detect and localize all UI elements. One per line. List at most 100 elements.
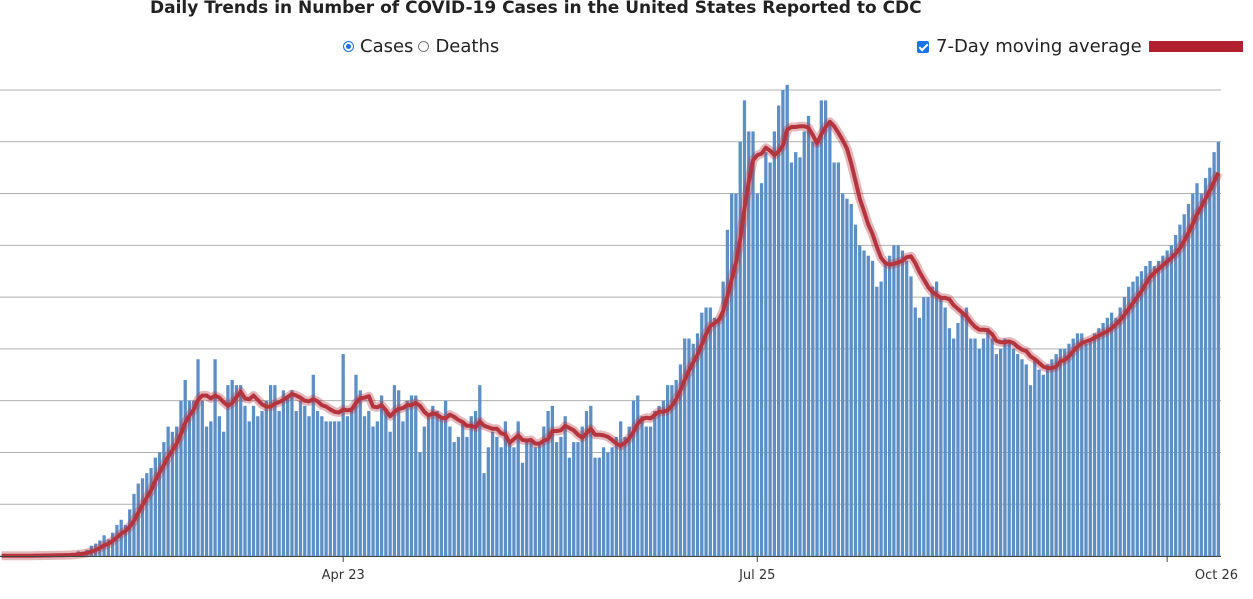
daily-cases-bar[interactable] — [943, 307, 947, 556]
daily-cases-bar[interactable] — [226, 385, 230, 556]
daily-cases-bar[interactable] — [1216, 141, 1220, 556]
daily-cases-bar[interactable] — [892, 245, 896, 557]
daily-cases-bar[interactable] — [508, 442, 512, 556]
daily-cases-bar[interactable] — [1058, 348, 1063, 556]
daily-cases-bar[interactable] — [341, 354, 345, 556]
daily-cases-bar[interactable] — [952, 338, 956, 556]
daily-cases-bar[interactable] — [375, 421, 379, 556]
daily-cases-bar[interactable] — [721, 281, 725, 556]
daily-cases-bar[interactable] — [934, 281, 939, 556]
daily-cases-bar[interactable] — [913, 307, 917, 556]
daily-cases-bar[interactable] — [917, 317, 922, 556]
daily-cases-bar[interactable] — [695, 333, 700, 556]
daily-cases-bar[interactable] — [1174, 234, 1178, 556]
daily-cases-bar[interactable] — [204, 426, 209, 556]
daily-cases-bar[interactable] — [345, 416, 350, 556]
daily-cases-bar[interactable] — [281, 390, 286, 556]
daily-cases-bar[interactable] — [119, 519, 123, 556]
daily-cases-bar[interactable] — [994, 354, 998, 556]
daily-cases-bar[interactable] — [478, 385, 482, 556]
daily-cases-bar[interactable] — [1028, 385, 1033, 556]
daily-cases-bar[interactable] — [286, 395, 290, 556]
daily-cases-bar[interactable] — [802, 131, 806, 556]
daily-cases-bar[interactable] — [661, 400, 665, 556]
daily-cases-bar[interactable] — [1127, 286, 1131, 556]
daily-cases-bar[interactable] — [495, 436, 499, 556]
daily-cases-bar[interactable] — [832, 162, 836, 556]
daily-cases-bar[interactable] — [990, 338, 994, 556]
daily-cases-bar[interactable] — [473, 411, 478, 556]
daily-cases-bar[interactable] — [264, 400, 268, 556]
daily-cases-bar[interactable] — [499, 447, 503, 556]
daily-cases-bar[interactable] — [717, 317, 721, 556]
daily-cases-bar[interactable] — [862, 250, 866, 556]
daily-cases-bar[interactable] — [657, 405, 661, 556]
daily-cases-bar[interactable] — [580, 426, 584, 556]
daily-cases-bar[interactable] — [200, 400, 204, 556]
daily-cases-bar[interactable] — [563, 416, 567, 556]
daily-cases-bar[interactable] — [678, 364, 683, 556]
daily-cases-bar[interactable] — [555, 442, 559, 556]
daily-cases-bar[interactable] — [1186, 203, 1191, 556]
daily-cases-bar[interactable] — [426, 416, 431, 556]
moving-average-line[interactable] — [1, 119, 1221, 558]
daily-cases-bar[interactable] — [896, 245, 900, 557]
daily-cases-bar[interactable] — [798, 157, 802, 557]
daily-cases-bar[interactable] — [606, 452, 610, 556]
daily-cases-bar[interactable] — [1135, 276, 1139, 556]
daily-cases-bar[interactable] — [1033, 359, 1037, 556]
daily-cases-bar[interactable] — [1110, 312, 1114, 556]
daily-cases-bar[interactable] — [1092, 333, 1097, 556]
daily-cases-bar[interactable] — [759, 183, 764, 556]
daily-cases-bar[interactable] — [1080, 333, 1084, 556]
moving-average-toggle[interactable]: 7-Day moving average — [917, 36, 1243, 57]
daily-cases-bar[interactable] — [1020, 359, 1024, 556]
daily-cases-bar[interactable] — [819, 100, 823, 556]
daily-cases-bar[interactable] — [1011, 348, 1016, 556]
daily-cases-bar[interactable] — [981, 338, 986, 556]
daily-cases-bar[interactable] — [247, 421, 251, 556]
daily-cases-bar[interactable] — [503, 421, 508, 556]
daily-cases-bar[interactable] — [418, 452, 422, 556]
daily-cases-bar[interactable] — [520, 462, 525, 556]
daily-cases-bar[interactable] — [1195, 183, 1199, 556]
daily-cases-bar[interactable] — [222, 431, 226, 556]
daily-cases-bar[interactable] — [849, 203, 853, 556]
daily-cases-bar[interactable] — [213, 359, 217, 556]
daily-cases-bar[interactable] — [157, 452, 162, 556]
daily-cases-bar[interactable] — [730, 193, 734, 557]
daily-cases-bar[interactable] — [751, 131, 755, 556]
daily-cases-bar[interactable] — [234, 385, 239, 556]
daily-cases-bar[interactable] — [977, 348, 981, 556]
daily-cases-bar[interactable] — [115, 524, 119, 556]
daily-cases-bar[interactable] — [529, 442, 533, 556]
cases-radio-indicator[interactable] — [343, 41, 354, 52]
daily-cases-bar[interactable] — [738, 141, 742, 556]
daily-cases-bar[interactable] — [841, 193, 845, 557]
daily-cases-bar[interactable] — [337, 421, 341, 556]
daily-cases-bar[interactable] — [469, 416, 473, 556]
daily-cases-bar[interactable] — [533, 447, 537, 556]
daily-cases-bar[interactable] — [1071, 338, 1075, 556]
daily-cases-bar[interactable] — [456, 436, 461, 556]
daily-cases-bar[interactable] — [452, 442, 456, 556]
daily-cases-bar[interactable] — [243, 405, 247, 556]
daily-cases-bar[interactable] — [644, 426, 648, 556]
daily-cases-bar[interactable] — [597, 457, 601, 556]
daily-cases-bar[interactable] — [128, 509, 132, 556]
daily-cases-bar[interactable] — [631, 400, 636, 556]
daily-cases-bar[interactable] — [704, 307, 708, 556]
daily-cases-bar[interactable] — [815, 141, 819, 556]
daily-cases-bar[interactable] — [567, 457, 572, 556]
daily-cases-bar[interactable] — [542, 426, 546, 556]
daily-cases-bar[interactable] — [845, 198, 849, 556]
cases-radio[interactable]: Cases — [343, 36, 413, 57]
daily-cases-bar[interactable] — [516, 421, 520, 556]
daily-cases-bar[interactable] — [192, 400, 196, 556]
daily-cases-bar[interactable] — [922, 297, 926, 556]
daily-cases-bar[interactable] — [106, 539, 110, 556]
daily-cases-bar[interactable] — [320, 416, 324, 556]
daily-cases-bar[interactable] — [1097, 328, 1101, 556]
daily-cases-bar[interactable] — [653, 411, 657, 556]
daily-cases-bar[interactable] — [905, 260, 909, 556]
